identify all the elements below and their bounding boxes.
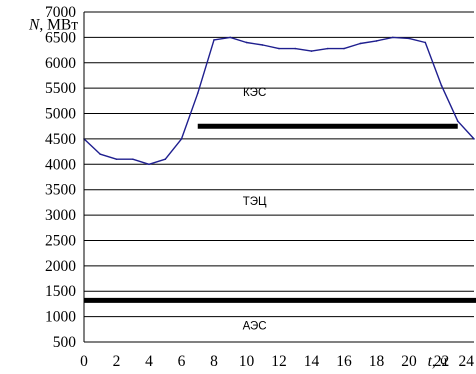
region-label-0: АЭС [243,320,267,332]
series-point-0-17 [359,42,362,45]
x-tick-label-18: 18 [369,353,385,370]
y-tick-label-4500: 4500 [45,131,76,148]
series-point-0-1 [99,153,102,155]
y-tick-label-1500: 1500 [45,283,76,300]
y-tick-label-4000: 4000 [45,156,76,173]
series-point-0-11 [261,44,264,46]
y-tick-label-5500: 5500 [45,80,76,97]
series-line-0 [83,36,475,166]
series-point-0-8 [213,39,215,41]
series-point-0-3 [131,158,134,161]
series-layer [83,36,475,166]
region-label-1: ТЭЦ [243,196,267,208]
series-point-0-22 [440,84,443,87]
label-layer: 500 1000 1500 2000 2500 3000 3500 4000 4500 5000 5… [28,4,474,370]
series-point-0-10 [245,41,248,44]
y-tick-label-6500: 6500 [45,29,76,46]
y-tick-label-3000: 3000 [45,207,76,224]
series-point-0-13 [294,47,297,50]
series-point-0-5 [164,158,167,161]
series-point-0-24 [473,138,475,140]
series-point-0-2 [115,158,118,161]
y-tick-label-500: 500 [53,334,77,351]
x-tick-label-4: 4 [145,353,153,370]
x-tick-label-20: 20 [401,353,417,370]
x-tick-label-14: 14 [304,353,320,370]
x-tick-label-6: 6 [178,353,186,370]
series-point-0-18 [375,40,378,42]
series-point-0-21 [424,41,427,44]
x-tick-label-8: 8 [210,353,218,370]
x-tick-label-16: 16 [336,353,352,370]
series-point-0-12 [278,47,280,50]
region-label-2: КЭС [243,87,266,99]
x-tick-label-10: 10 [239,353,255,370]
y-tick-label-5000: 5000 [45,106,76,123]
series-point-0-23 [456,120,459,122]
x-tick-label-2: 2 [113,353,121,370]
series-point-0-19 [391,36,394,39]
x-tick-label-22: 22 [434,353,450,370]
series-point-0-15 [326,47,329,50]
x-axis-title: t, ч [428,353,448,370]
x-tick-label-12: 12 [271,353,287,370]
y-tick-label-2000: 2000 [45,258,76,275]
series-point-0-6 [180,138,183,140]
y-axis-title: N, МВт [28,17,78,34]
series-point-0-20 [408,37,410,40]
grid-layer [84,11,474,343]
y-tick-label-2500: 2500 [45,232,76,249]
y-tick-label-3500: 3500 [45,182,76,199]
series-point-0-4 [148,163,150,166]
level-layer [84,123,476,303]
x-tick-label-0: 0 [80,353,88,370]
y-tick-label-7000: 7000 [45,4,76,21]
y-tick-label-1000: 1000 [45,309,76,326]
series-point-0-14 [310,50,313,52]
series-point-0-9 [229,36,232,39]
series-point-0-16 [343,47,345,50]
x-tick-label-24: 24 [459,353,475,370]
y-tick-label-6000: 6000 [45,55,76,72]
series-point-0-7 [196,92,199,95]
